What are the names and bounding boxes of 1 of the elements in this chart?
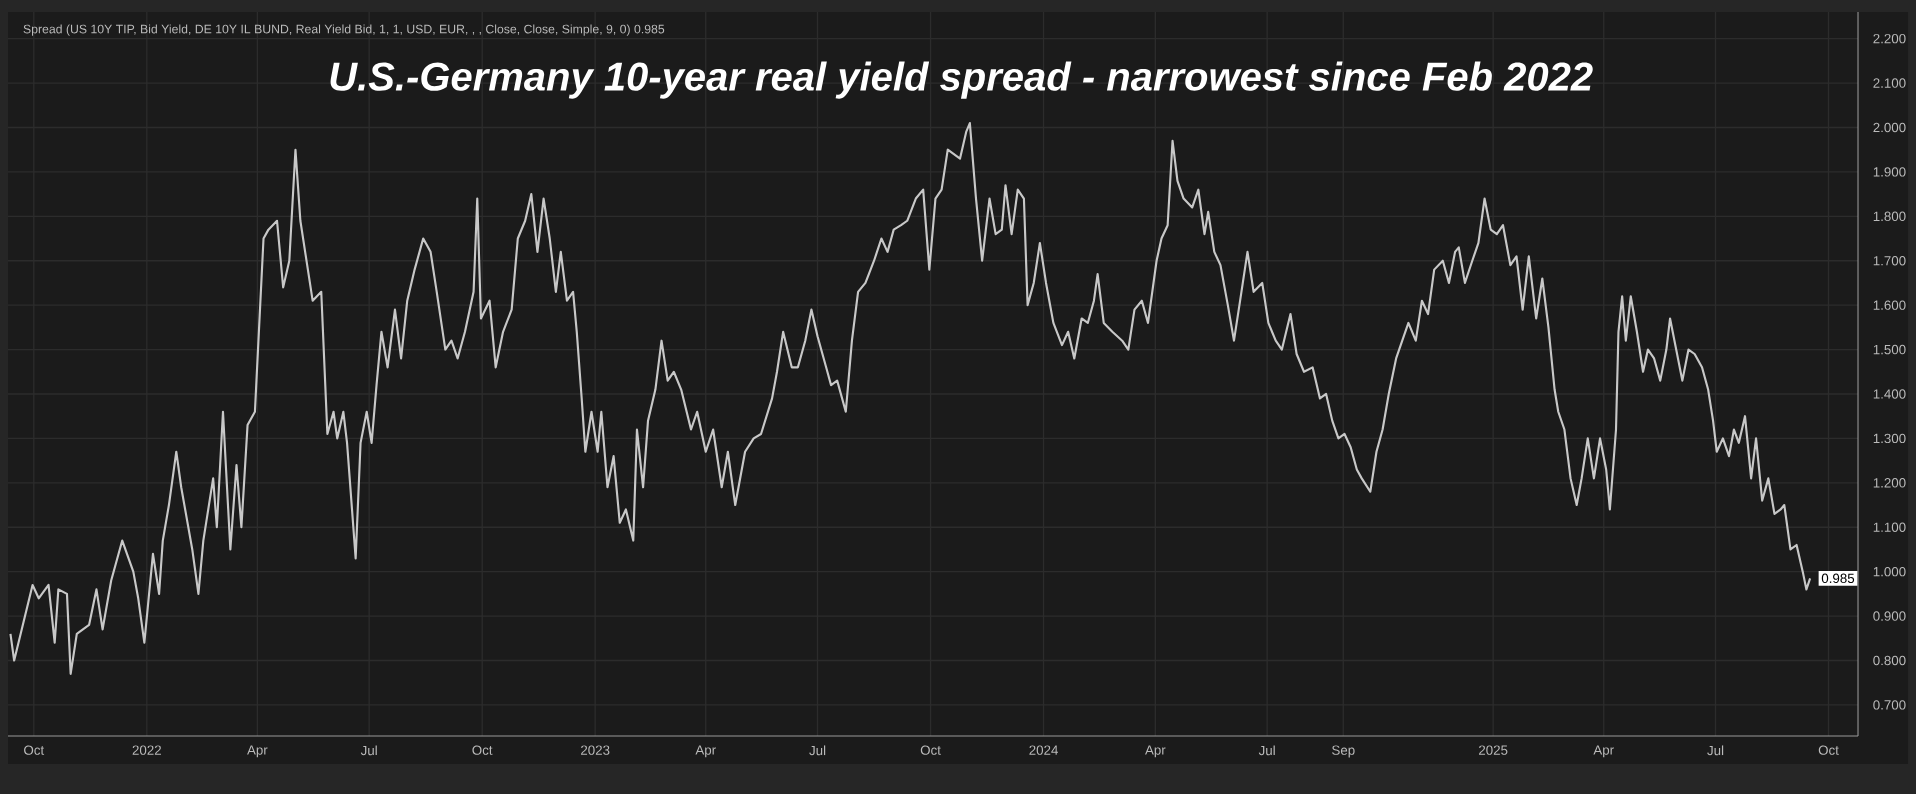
text: U.S.-Germany 10-year real yield spread - narrowest since Feb 2022 — [330, 61, 1593, 99]
